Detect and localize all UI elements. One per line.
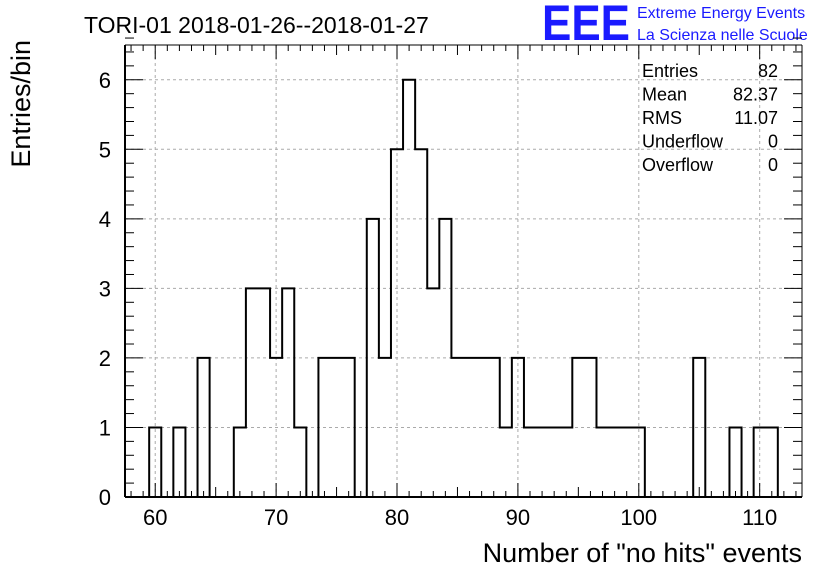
x-tick-label: 100 <box>620 505 657 530</box>
x-tick-label: 90 <box>506 505 530 530</box>
x-tick-label: 70 <box>264 505 288 530</box>
y-tick-label: 4 <box>99 207 111 232</box>
y-tick-label: 2 <box>99 346 111 371</box>
y-axis-label: Entries/bin <box>6 40 36 168</box>
y-tick-label: 1 <box>99 415 111 440</box>
stats-label: RMS <box>642 108 682 128</box>
axes <box>124 37 803 498</box>
stats-box: Entries 82 Mean 82.37 RMS 11.07 Underflow 0 Over… <box>642 61 778 175</box>
y-tick-label: 3 <box>99 276 111 301</box>
stats-label: Underflow <box>642 132 724 152</box>
stats-value: 0 <box>768 132 778 152</box>
logo-line-2: La Scienza nelle Scuole <box>637 27 808 44</box>
y-tick-label: 0 <box>99 485 111 510</box>
stats-value: 82 <box>758 61 778 81</box>
stats-label: Entries <box>642 61 698 81</box>
y-tick-label: 6 <box>99 68 111 93</box>
stats-label: Mean <box>642 85 687 105</box>
eee-logo: EEE Extreme Energy Events La Scienza nel… <box>542 0 808 51</box>
x-tick-label: 60 <box>143 505 167 530</box>
x-tick-label: 110 <box>742 505 777 530</box>
logo-mark: EEE <box>542 0 630 51</box>
logo-line-1: Extreme Energy Events <box>637 5 805 22</box>
chart-title: TORI-01 2018-01-26--2018-01-27 <box>84 12 429 38</box>
stats-label: Overflow <box>642 155 714 175</box>
y-tick-label: 5 <box>99 137 111 162</box>
x-axis-label: Number of "no hits" events <box>483 538 802 568</box>
stats-value: 0 <box>768 155 778 175</box>
tick-labels: 60 70 80 90 100 110 0 1 2 3 4 5 6 <box>99 68 777 530</box>
x-tick-label: 80 <box>385 505 409 530</box>
stats-value: 11.07 <box>734 108 778 128</box>
grid-lines <box>125 45 802 497</box>
stats-value: 82.37 <box>733 85 778 105</box>
